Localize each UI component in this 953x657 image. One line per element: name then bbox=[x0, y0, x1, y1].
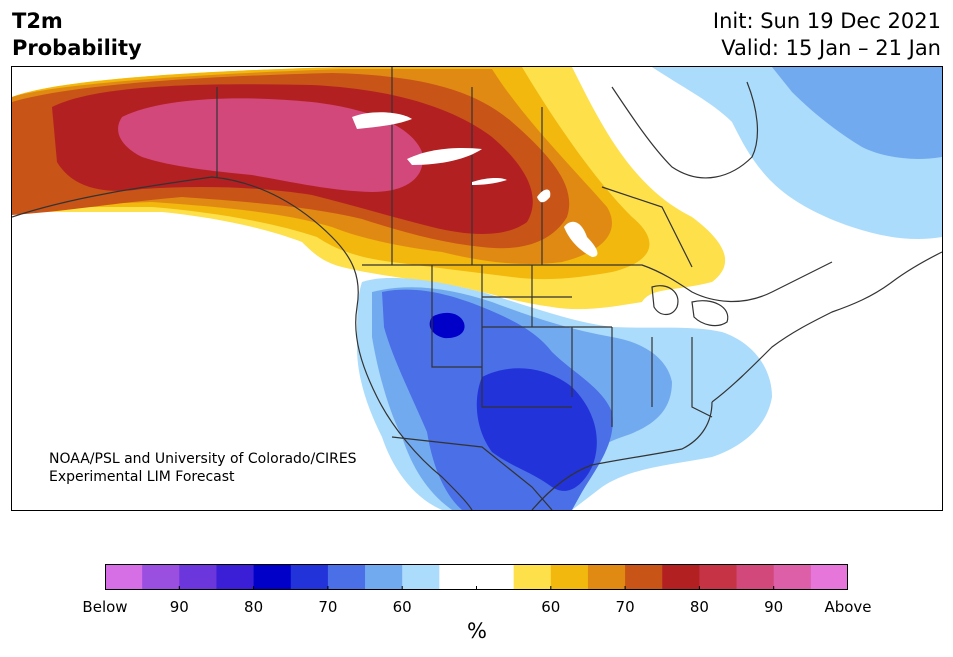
colorbar-tick-label: 60 bbox=[392, 598, 412, 616]
inland-lakes bbox=[352, 112, 598, 257]
colorbar-swatch bbox=[327, 564, 366, 590]
boundaries bbox=[12, 67, 942, 510]
colorbar-swatch bbox=[216, 564, 255, 590]
colorbar-swatch bbox=[550, 564, 589, 590]
colorbar-swatch bbox=[662, 564, 700, 590]
colorbar-swatch bbox=[179, 564, 217, 590]
colorbar-swatch bbox=[402, 564, 440, 590]
colorbar-swatch bbox=[365, 564, 403, 590]
colorbar-swatch bbox=[105, 564, 143, 590]
colorbar-swatch bbox=[142, 564, 180, 590]
colorbar-swatch bbox=[290, 564, 329, 590]
colorbar-unit: % bbox=[467, 619, 487, 643]
province-boundaries bbox=[391, 67, 693, 268]
credit-line-1: NOAA/PSL and University of Colorado/CIRE… bbox=[49, 451, 357, 467]
quantity-label: Probability bbox=[12, 36, 142, 60]
atlantic-coastline bbox=[711, 251, 942, 403]
date-info: Init: Sun 19 Dec 2021 Valid: 15 Jan – 21… bbox=[713, 8, 941, 62]
plot-title: T2m Probability bbox=[12, 8, 142, 62]
great-bear-lake bbox=[352, 112, 412, 129]
below-low-northeast bbox=[772, 67, 942, 159]
colorbar-swatch bbox=[699, 564, 738, 590]
colorbar-swatch bbox=[253, 564, 292, 590]
credit-line-2: Experimental LIM Forecast bbox=[49, 469, 235, 485]
below-core-region bbox=[429, 312, 465, 339]
pacific-coastline bbox=[12, 176, 473, 510]
colorbar-swatch bbox=[476, 564, 515, 590]
hudson-bay-shore bbox=[611, 81, 758, 179]
colorbar-swatch bbox=[810, 564, 848, 590]
mexico-border bbox=[391, 436, 553, 510]
reindeer-lake bbox=[537, 189, 551, 203]
colorbar-swatch bbox=[439, 564, 477, 590]
us-canada-border bbox=[362, 261, 833, 302]
colorbar-tick-label: 60 bbox=[541, 598, 561, 616]
below-high-region bbox=[476, 368, 597, 491]
colorbar-tick-label: 80 bbox=[244, 598, 264, 616]
colorbar-tick-label: 90 bbox=[764, 598, 784, 616]
great-lakes bbox=[651, 285, 729, 327]
lake-athabasca bbox=[472, 177, 507, 185]
colorbar-tick-label: 90 bbox=[169, 598, 189, 616]
valid-range: Valid: 15 Jan – 21 Jan bbox=[721, 36, 941, 60]
above-core-region bbox=[118, 98, 423, 192]
state-boundaries bbox=[431, 265, 713, 427]
credit-text: NOAA/PSL and University of Colorado/CIRE… bbox=[49, 450, 357, 486]
colorbar bbox=[105, 564, 848, 590]
forecast-map bbox=[11, 66, 943, 511]
gulf-coastline bbox=[531, 401, 713, 510]
variable-label: T2m bbox=[12, 9, 63, 33]
colorbar-tick-label: 80 bbox=[689, 598, 709, 616]
colorbar-swatch bbox=[736, 564, 775, 590]
colorbar-swatch bbox=[587, 564, 626, 590]
colorbar-tick-label: 70 bbox=[318, 598, 338, 616]
colorbar-swatch bbox=[773, 564, 812, 590]
colorbar-tick-label: Above bbox=[824, 598, 872, 616]
colorbar-tick-label: 70 bbox=[615, 598, 635, 616]
colorbar-swatch bbox=[513, 564, 552, 590]
colorbar-swatch bbox=[625, 564, 663, 590]
map-canvas bbox=[12, 67, 942, 510]
colorbar-swatches bbox=[105, 564, 848, 590]
lake-winnipeg bbox=[564, 221, 598, 257]
colorbar-tick-label: Below bbox=[82, 598, 128, 616]
great-slave-lake bbox=[407, 148, 482, 165]
init-date: Init: Sun 19 Dec 2021 bbox=[712, 9, 941, 33]
